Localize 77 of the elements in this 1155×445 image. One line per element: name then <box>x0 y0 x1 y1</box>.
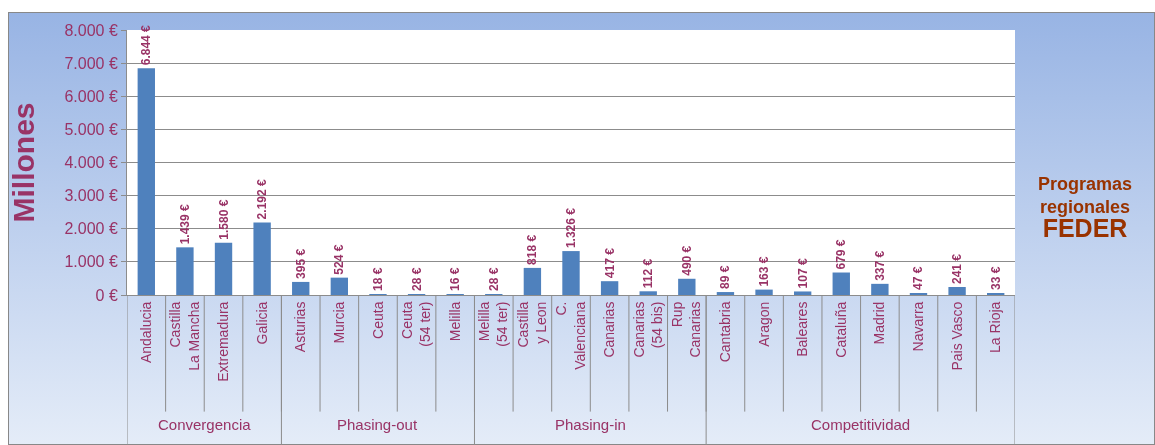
text: Convergencia <box>158 416 252 433</box>
bar <box>600 281 619 295</box>
bar <box>755 289 773 295</box>
x-tick-label: Asturias <box>292 301 309 353</box>
x-tick-label: La Rioja <box>987 301 1004 353</box>
x-tick-label: Canarias (54 bis) <box>630 301 665 358</box>
data-label: 28 € <box>486 267 501 291</box>
x-tick-label: Andalucia <box>137 301 154 364</box>
data-label: 2.192 € <box>255 179 270 220</box>
y-tick-label: 8.000 € <box>64 21 118 39</box>
data-label: 107 € <box>795 258 810 289</box>
bar <box>214 242 233 295</box>
data-label: 33 € <box>988 266 1003 290</box>
x-tick-label: Madrid <box>871 301 888 345</box>
bar <box>793 291 812 295</box>
bar <box>176 247 194 295</box>
bar <box>948 287 966 295</box>
bar <box>871 283 889 295</box>
data-label: 679 € <box>834 239 849 270</box>
bar <box>678 278 696 295</box>
data-label: 163 € <box>757 256 772 287</box>
x-tick-label: Castilla La Mancha <box>167 301 202 371</box>
data-label: 490 € <box>679 245 694 276</box>
x-tick-label: Extremadura <box>215 301 232 382</box>
data-label: 6.844 € <box>139 24 154 66</box>
data-label: 1.580 € <box>216 199 231 240</box>
x-tick-label: Canarias <box>601 301 618 358</box>
data-label: 417 € <box>602 247 617 279</box>
bar <box>639 291 657 295</box>
y-tick-label: 6.000 € <box>64 87 118 105</box>
x-tick-label: Murcia <box>330 301 347 344</box>
x-tick-label: Rup Canarias <box>669 301 704 358</box>
text: Programas regionales FEDER <box>1038 174 1133 242</box>
bar <box>562 251 580 295</box>
data-label: 1.326 € <box>564 207 578 249</box>
bar <box>330 277 349 295</box>
x-tick-label: Melilla <box>446 301 463 342</box>
x-tick-label: Aragon <box>755 301 772 347</box>
bar <box>137 68 155 295</box>
data-label: 16 € <box>448 267 463 291</box>
x-tick-label: Castilla y Leon <box>514 301 550 348</box>
y-tick-label: 0 € <box>95 286 118 304</box>
x-tick-label: Cataluña <box>832 301 849 358</box>
y-tick-label: 5.000 € <box>64 120 118 138</box>
y-tick-label: 4.000 € <box>64 154 118 172</box>
data-label: 18 € <box>370 267 385 291</box>
data-label: 112 € <box>641 258 656 289</box>
x-tick-label: Ceuta <box>369 301 386 339</box>
y-tick-label: 2.000 € <box>64 220 118 238</box>
y-tick-label: 7.000 € <box>64 54 118 72</box>
data-label: 818 € <box>525 234 540 265</box>
y-tick-label: 1.000 € <box>64 253 118 271</box>
text: Phasing-in <box>555 416 626 433</box>
x-tick-label: Galicia <box>253 301 270 345</box>
text: Phasing-out <box>337 416 418 433</box>
bar <box>253 222 271 295</box>
x-tick-label: Navarra <box>910 301 927 352</box>
bar <box>832 272 850 295</box>
data-label: 395 € <box>293 248 308 279</box>
x-tick-label: Pais Vasco <box>948 301 965 371</box>
data-label: 337 € <box>872 250 887 281</box>
bar <box>523 267 542 295</box>
x-tick-label: Melilla (54 ter) <box>476 301 511 347</box>
y-tick-label: 3.000 € <box>64 187 118 205</box>
data-label: 89 € <box>718 265 733 290</box>
bar <box>292 281 310 295</box>
y-axis-title: Millones <box>7 102 41 223</box>
data-label: 1.439 € <box>177 203 192 245</box>
x-tick-label: Baleares <box>794 301 811 357</box>
data-label: 47 € <box>911 266 926 290</box>
data-label: 241 € <box>950 253 965 285</box>
data-label: 524 € <box>332 244 347 275</box>
x-tick-label: Cantabria <box>716 301 733 363</box>
x-tick-label: Ceuta (54 ter) <box>399 301 434 347</box>
text: Competitividad <box>811 416 911 433</box>
bar <box>716 292 735 295</box>
data-label: 28 € <box>409 267 424 291</box>
